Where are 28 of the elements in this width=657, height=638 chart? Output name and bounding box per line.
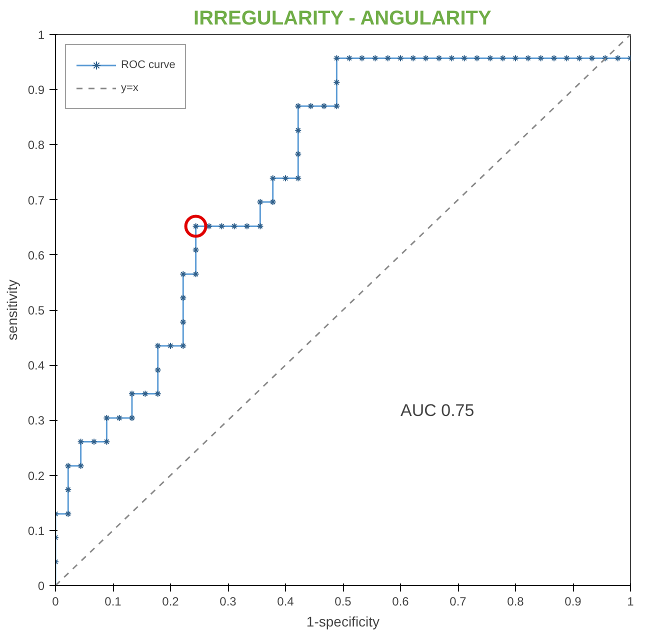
legend-label: y=x bbox=[121, 82, 140, 94]
y-tick-label: 0.1 bbox=[28, 524, 45, 538]
annotation: AUC 0.75 bbox=[400, 401, 474, 420]
x-tick-label: 0.9 bbox=[564, 594, 582, 608]
x-tick-label: 0.5 bbox=[334, 594, 352, 608]
chart-title: IRREGULARITY - ANGULARITY bbox=[194, 8, 492, 30]
x-tick-label: 0.4 bbox=[277, 594, 294, 608]
y-axis-title: sensitivity bbox=[4, 280, 20, 340]
y-tick-label: 0.6 bbox=[28, 248, 45, 262]
x-tick-label: 0 bbox=[52, 594, 60, 608]
x-tick-label: 0.6 bbox=[392, 594, 410, 608]
y-tick-label: 0.3 bbox=[28, 414, 45, 428]
y-tick-label: 1 bbox=[38, 28, 45, 42]
x-tick-label: 0.2 bbox=[162, 594, 180, 608]
x-tick-label: 0.8 bbox=[507, 594, 524, 608]
legend-label: ROC curve bbox=[121, 59, 176, 71]
x-tick-label: 0.1 bbox=[104, 594, 122, 608]
y-tick-label: 0.4 bbox=[28, 358, 45, 373]
x-tick-label: 1 bbox=[627, 594, 634, 608]
x-tick-label: 0.3 bbox=[220, 594, 237, 608]
x-axis-title: 1-specificity bbox=[306, 614, 380, 630]
y-tick-label: 0.7 bbox=[28, 193, 45, 208]
y-tick-label: 0.8 bbox=[28, 138, 45, 152]
y-tick-label: 0.9 bbox=[28, 83, 45, 98]
y-tick-label: 0.2 bbox=[28, 468, 45, 483]
x-tick-label: 0.7 bbox=[450, 594, 467, 608]
y-tick-label: 0.5 bbox=[28, 304, 45, 318]
y-tick-label: 0 bbox=[38, 579, 45, 593]
